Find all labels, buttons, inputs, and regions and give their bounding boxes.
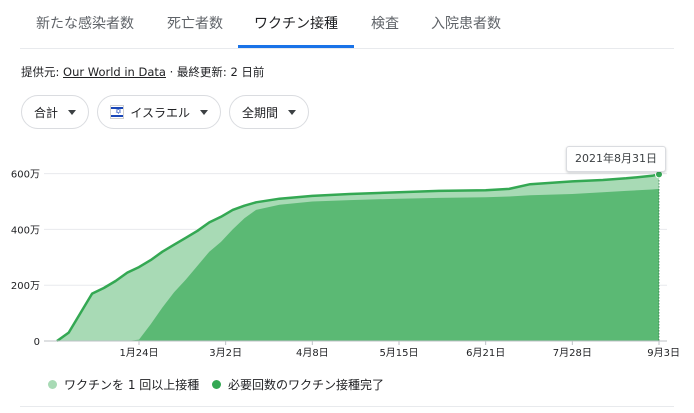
chevron-down-icon [68, 109, 77, 115]
x-tick-label: 6月21日 [466, 347, 505, 359]
source-line: 提供元: Our World in Data · 最終更新: 2 日前 [21, 64, 264, 80]
metric-dropdown-label: 合計 [34, 105, 59, 120]
source-link[interactable]: Our World in Data [63, 65, 166, 79]
chart-tooltip: 2021年8月31日 [566, 146, 666, 172]
country-dropdown[interactable]: ✡ イスラエル [97, 95, 221, 129]
chevron-down-icon [288, 109, 297, 115]
israel-flag-icon: ✡ [110, 105, 125, 119]
period-dropdown[interactable]: 全期間 [229, 95, 309, 129]
series-area-fully-vaccinated [57, 188, 659, 341]
series-line-at-least-one [56, 173, 660, 343]
y-tick-label: 400万 [11, 225, 40, 236]
legend-item-at-least-one[interactable]: ワクチンを 1 回以上接種 [48, 376, 199, 393]
tabs-divider [20, 48, 674, 49]
legend-dot-light-green [48, 380, 57, 389]
x-tick-label: 9月3日 [647, 347, 680, 359]
period-dropdown-label: 全期間 [242, 105, 279, 120]
x-tick-label: 3月2日 [209, 347, 242, 359]
legend-label: 必要回数のワクチン接種完了 [228, 378, 385, 392]
tab-vaccinations[interactable]: ワクチン接種 [254, 16, 338, 32]
tab-deaths[interactable]: 死亡者数 [167, 16, 223, 32]
x-tick-label: 1月24日 [119, 347, 158, 359]
legend-dot-green [212, 380, 221, 389]
source-prefix: 提供元: [21, 65, 64, 79]
bottom-divider [20, 406, 674, 407]
legend-label: ワクチンを 1 回以上接種 [64, 378, 200, 392]
y-tick-label: 200万 [11, 281, 40, 292]
legend-item-fully-vaccinated[interactable]: 必要回数のワクチン接種完了 [212, 376, 384, 393]
tab-new-cases[interactable]: 新たな感染者数 [36, 16, 134, 32]
tab-hospitalized[interactable]: 入院患者数 [431, 16, 501, 32]
y-tick-label: 600万 [11, 170, 40, 181]
tab-bar: 新たな感染者数 死亡者数 ワクチン接種 検査 入院患者数 [0, 0, 694, 50]
x-tick-label: 4月8日 [296, 347, 329, 359]
country-dropdown-label: イスラエル [130, 105, 190, 120]
metric-dropdown[interactable]: 合計 [21, 95, 89, 129]
y-tick-label: 0 [34, 337, 40, 348]
last-updated: · 最終更新: 2 日前 [165, 65, 265, 79]
chevron-down-icon [200, 109, 208, 115]
tab-testing[interactable]: 検査 [371, 16, 399, 32]
x-tick-label: 7月28日 [553, 347, 592, 359]
active-tab-indicator [238, 45, 354, 48]
x-tick-label: 5月15日 [379, 347, 418, 359]
